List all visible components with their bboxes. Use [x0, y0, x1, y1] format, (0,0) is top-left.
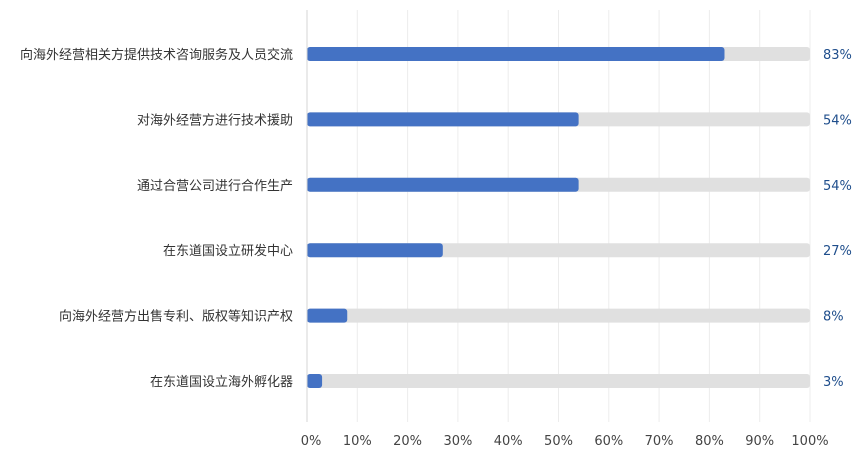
value-label-0: 83% [823, 48, 852, 63]
x-tick-label-4: 40% [494, 434, 523, 449]
value-label-4: 8% [823, 310, 844, 325]
category-label-5: 在东道国设立海外孵化器 [150, 375, 293, 390]
bar-1 [307, 112, 579, 127]
x-tick-label-8: 80% [695, 434, 724, 449]
x-tick-label-0: 0% [301, 434, 322, 449]
x-tick-label-3: 30% [443, 434, 472, 449]
bar-track-5 [307, 374, 810, 388]
bar-2 [307, 177, 579, 192]
bar-0 [307, 47, 725, 61]
bar-3 [307, 243, 443, 258]
value-label-5: 3% [823, 375, 844, 390]
category-label-3: 在东道国设立研发中心 [163, 243, 293, 259]
x-tick-label-5: 50% [544, 434, 573, 449]
category-label-2: 通过合营公司进行合作生产 [137, 179, 293, 194]
x-tick-label-10: 100% [791, 434, 828, 449]
category-label-0: 向海外经营相关方提供技术咨询服务及人员交流 [20, 47, 293, 63]
value-label-1: 54% [823, 113, 852, 128]
bar-track-4 [307, 308, 810, 323]
x-tick-label-1: 10% [343, 434, 372, 449]
category-label-4: 向海外经营方出售专利、版权等知识产权 [59, 309, 293, 325]
x-tick-label-2: 20% [393, 434, 422, 449]
x-tick-label-9: 90% [745, 434, 774, 449]
value-label-3: 27% [823, 244, 852, 259]
value-label-2: 54% [823, 179, 852, 194]
bar-4 [307, 308, 348, 323]
bar-5 [307, 374, 323, 388]
category-label-1: 对海外经营方进行技术援助 [137, 112, 293, 128]
x-tick-label-6: 60% [594, 434, 623, 449]
x-tick-label-7: 70% [645, 434, 674, 449]
